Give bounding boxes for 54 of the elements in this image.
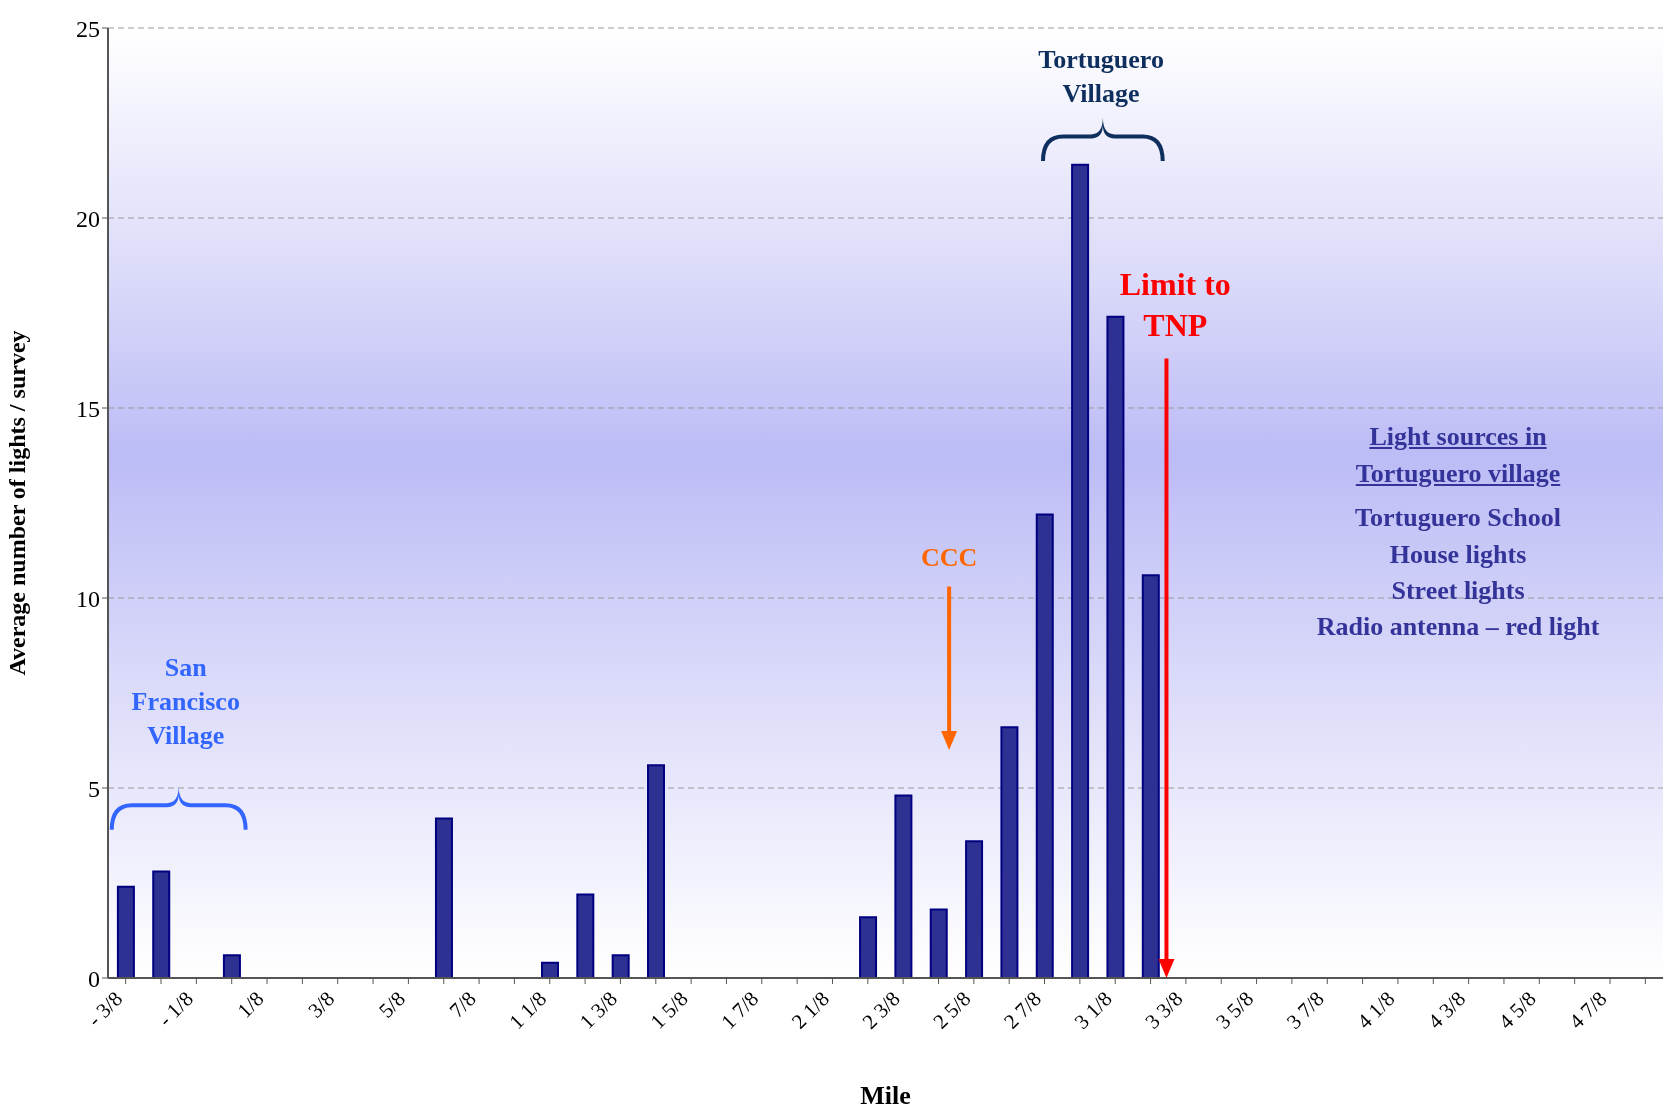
x-tick-label: 2 5/8 xyxy=(928,986,976,1034)
annotation: CCC xyxy=(919,542,979,574)
bar xyxy=(152,870,171,978)
annotation: Tortuguero Village xyxy=(1037,44,1165,110)
bar xyxy=(1035,513,1054,978)
bar xyxy=(1000,726,1019,978)
bar xyxy=(576,893,595,978)
x-tick-label: 2 3/8 xyxy=(857,986,905,1034)
x-tick-label: 2 7/8 xyxy=(998,986,1047,1034)
x-tick-label: 3/8 xyxy=(303,986,340,1023)
bar xyxy=(647,764,666,978)
y-tick-label: 5 xyxy=(88,775,100,802)
x-tick-label: 1 3/8 xyxy=(574,986,622,1034)
x-tick-label: 4 3/8 xyxy=(1423,986,1471,1034)
x-tick-label: 2 1/8 xyxy=(786,986,835,1034)
x-tick-label: 3 7/8 xyxy=(1281,986,1329,1034)
bar xyxy=(894,794,913,978)
annotation: Radio antenna – red light xyxy=(1315,611,1601,644)
bar xyxy=(929,908,948,978)
x-tick-label: 1 1/8 xyxy=(504,986,552,1034)
x-tick-label: 3 5/8 xyxy=(1211,986,1259,1034)
bar xyxy=(222,954,241,978)
annotation: San Francisco Village xyxy=(130,652,241,752)
bar xyxy=(540,961,559,978)
annotation: Limit to TNP xyxy=(1118,264,1232,346)
x-tick-label: 1/8 xyxy=(232,986,269,1023)
y-axis-title: Average number of lights / survey xyxy=(3,330,30,676)
bar xyxy=(611,954,630,978)
bar xyxy=(965,840,984,978)
annotation: Tortuguero School xyxy=(1354,502,1562,535)
x-tick-label: 1 5/8 xyxy=(645,986,693,1034)
x-tick-label: 7/8 xyxy=(444,986,481,1023)
x-tick-label: 4 1/8 xyxy=(1352,986,1400,1034)
bar xyxy=(859,916,878,978)
annotation: Light sources in Tortuguero village xyxy=(1354,421,1562,490)
x-tick-label: 4 5/8 xyxy=(1493,986,1541,1034)
y-tick-label: 25 xyxy=(76,15,100,42)
y-tick-label: 15 xyxy=(76,395,100,422)
annotation: Street lights xyxy=(1390,574,1526,607)
x-tick-label: 1 7/8 xyxy=(716,986,764,1034)
x-tick-label: 3 3/8 xyxy=(1140,986,1188,1034)
x-tick-label: 3 1/8 xyxy=(1069,986,1117,1034)
y-tick-label: 20 xyxy=(76,205,100,232)
x-tick-label: 5/8 xyxy=(373,986,410,1023)
bar xyxy=(1106,315,1125,978)
bar xyxy=(1071,163,1090,978)
x-axis-title: Mile xyxy=(860,1081,911,1110)
bar xyxy=(434,817,453,978)
annotation: House lights xyxy=(1388,538,1528,571)
bar xyxy=(116,885,135,978)
y-tick-label: 10 xyxy=(76,585,100,612)
x-tick-label: 4 7/8 xyxy=(1564,986,1612,1034)
bar xyxy=(1141,574,1160,978)
x-tick-label: - 1/8 xyxy=(153,986,198,1032)
